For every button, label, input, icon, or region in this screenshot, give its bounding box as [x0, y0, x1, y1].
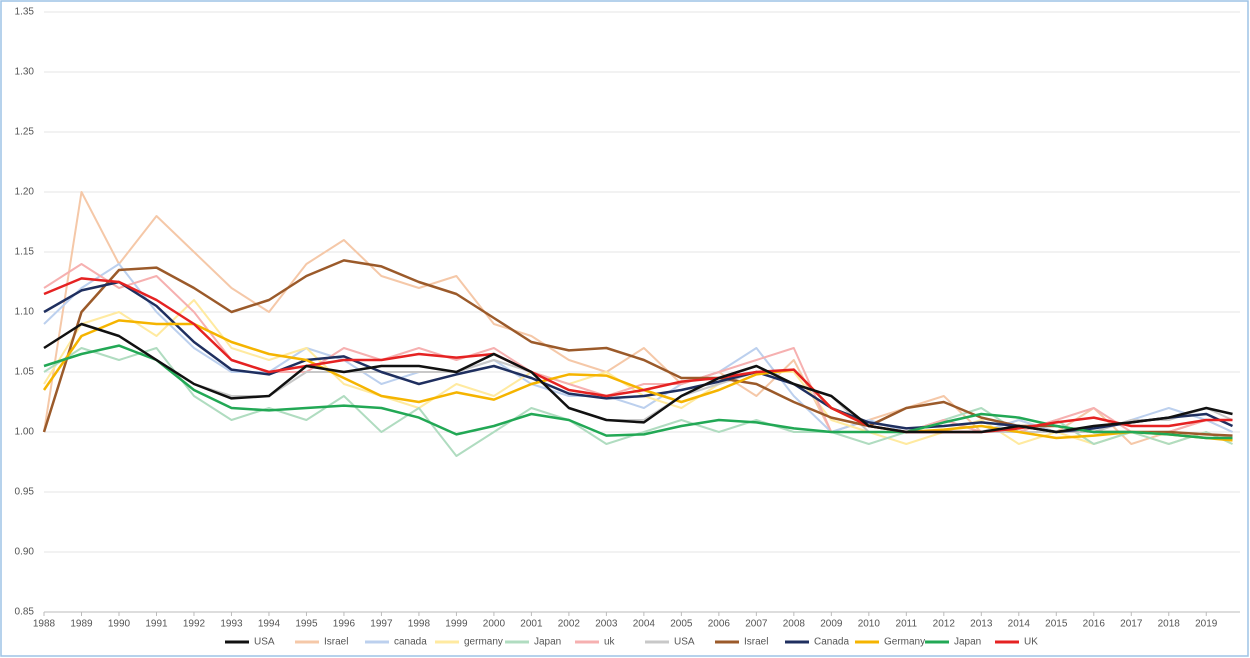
y-tick-label: 1.35 — [15, 7, 35, 18]
x-tick-label: 1995 — [295, 619, 318, 630]
x-tick-label: 2001 — [520, 619, 543, 630]
legend-label: germany — [464, 637, 503, 648]
y-tick-label: 1.15 — [15, 247, 35, 258]
x-tick-label: 2017 — [1120, 619, 1143, 630]
x-tick-label: 1993 — [220, 619, 243, 630]
x-tick-label: 1989 — [70, 619, 93, 630]
x-tick-label: 2005 — [670, 619, 693, 630]
series-line — [43, 322, 1233, 434]
x-tick-label: 1991 — [145, 619, 168, 630]
x-tick-label: 1988 — [33, 619, 56, 630]
x-tick-label: 1998 — [408, 619, 431, 630]
x-tick-label: 2011 — [896, 619, 918, 630]
x-tick-label: 2019 — [1195, 619, 1218, 630]
x-tick-label: 2000 — [483, 619, 506, 630]
series-line — [42, 259, 1233, 437]
x-tick-label: 1992 — [183, 619, 206, 630]
x-tick-label: 2003 — [595, 619, 618, 630]
legend-label: Israel — [744, 637, 768, 648]
legend-label: canada — [394, 637, 427, 648]
legend-label: Germany — [884, 637, 925, 648]
y-tick-label: 1.25 — [15, 127, 35, 138]
legend-label: uk — [604, 637, 616, 648]
y-tick-label: 1.10 — [15, 307, 35, 318]
x-tick-label: 2014 — [1008, 619, 1031, 630]
x-tick-label: 2013 — [970, 619, 993, 630]
y-tick-label: 1.30 — [15, 67, 35, 78]
series-line — [43, 277, 1233, 434]
legend-label: UK — [1024, 637, 1038, 648]
y-tick-label: 0.85 — [15, 607, 35, 618]
x-tick-label: 1994 — [258, 619, 281, 630]
legend-label: Japan — [954, 637, 981, 648]
y-tick-label: 0.90 — [15, 547, 35, 558]
x-tick-label: 1997 — [370, 619, 393, 630]
x-tick-label: 2002 — [558, 619, 581, 630]
x-tick-label: 2008 — [783, 619, 806, 630]
y-tick-label: 1.20 — [15, 187, 35, 198]
legend-label: USA — [674, 637, 695, 648]
x-tick-label: 1996 — [333, 619, 356, 630]
legend-label: USA — [254, 637, 275, 648]
x-tick-label: 2006 — [708, 619, 731, 630]
x-tick-label: 2016 — [1083, 619, 1106, 630]
x-tick-label: 2009 — [820, 619, 843, 630]
legend-label: Japan — [534, 637, 561, 648]
x-tick-label: 2004 — [633, 619, 656, 630]
series-line — [43, 323, 1233, 433]
y-tick-label: 0.95 — [15, 487, 35, 498]
y-tick-label: 1.00 — [15, 427, 35, 438]
legend-label: Israel — [324, 637, 348, 648]
y-tick-label: 1.05 — [15, 367, 35, 378]
x-tick-label: 2007 — [745, 619, 768, 630]
x-tick-label: 2012 — [933, 619, 956, 630]
x-tick-label: 2015 — [1045, 619, 1068, 630]
x-tick-label: 2018 — [1158, 619, 1181, 630]
x-tick-label: 2010 — [858, 619, 881, 630]
x-tick-label: 1990 — [108, 619, 131, 630]
x-tick-label: 1999 — [445, 619, 468, 630]
legend-label: Canada — [814, 637, 849, 648]
